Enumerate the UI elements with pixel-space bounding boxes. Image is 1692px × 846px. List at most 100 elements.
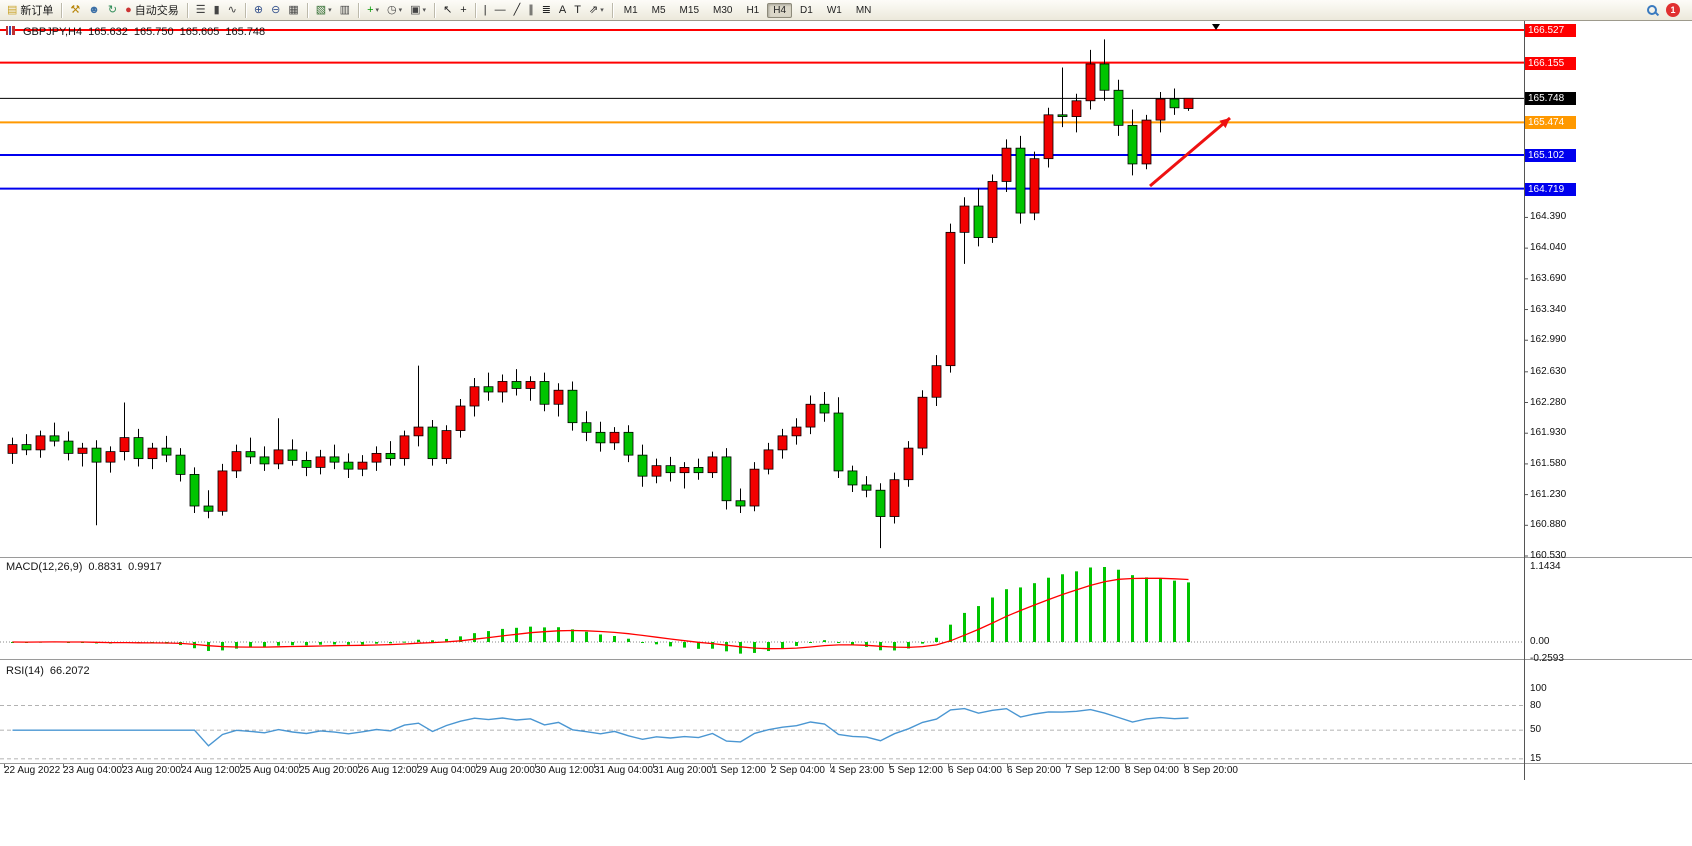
time-axis-label: 8 Sep 20:00 xyxy=(1184,765,1238,776)
toolbar-separator xyxy=(244,2,246,18)
timeframe-d1-button[interactable]: D1 xyxy=(800,4,813,16)
toolbar-separator xyxy=(611,2,613,18)
notification-badge[interactable]: 1 xyxy=(1666,3,1680,17)
crosshair-icon: + xyxy=(460,4,467,16)
rsi-value: 66.2072 xyxy=(49,665,90,677)
search-icon[interactable] xyxy=(1646,4,1659,17)
autotrading-label: 自动交易 xyxy=(134,5,179,17)
fibonacci-button[interactable]: ≣ xyxy=(539,1,554,19)
rsi-axis-label: 80 xyxy=(1530,699,1542,711)
candlestick-icon: ▮ xyxy=(213,4,220,16)
chevron-down-icon: ▾ xyxy=(375,7,380,14)
period-clock-button[interactable]: ◷ ▾ xyxy=(384,1,405,19)
price-tick-label: 163.340 xyxy=(1530,303,1567,315)
crosshair-button[interactable]: + xyxy=(457,1,469,19)
time-axis-label: 8 Sep 04:00 xyxy=(1125,765,1179,776)
zoom-out-icon: ⊖ xyxy=(271,4,281,16)
timeframe-h1-button[interactable]: H1 xyxy=(746,4,760,16)
arrange-windows-icon: ▥ xyxy=(339,4,351,16)
trendline-icon: ╱ xyxy=(513,4,521,16)
macd-main-value: 0.8831 xyxy=(88,561,123,573)
time-axis-label: 6 Sep 20:00 xyxy=(1007,765,1061,776)
ohlc-low: 165.605 xyxy=(179,26,220,38)
timeframe-m5-button[interactable]: M5 xyxy=(651,4,666,16)
bar-chart-button[interactable]: ☰ xyxy=(193,1,209,19)
add-indicator-button[interactable]: + ▾ xyxy=(364,1,382,19)
time-axis-label: 22 Aug 2022 xyxy=(4,765,61,776)
time-axis-label: 29 Aug 20:00 xyxy=(476,765,535,776)
price-tick-label: 160.880 xyxy=(1530,519,1567,531)
price-tick-label: 164.390 xyxy=(1530,211,1567,223)
chart-canvas[interactable] xyxy=(0,21,1692,846)
price-tick-label: 162.990 xyxy=(1530,334,1567,346)
channel-icon: ∥ xyxy=(528,4,534,16)
timeframe-w1-button[interactable]: W1 xyxy=(826,4,842,16)
toolbar-separator xyxy=(358,2,360,18)
macd-axis-label: -0.2593 xyxy=(1530,653,1564,664)
zoom-out-button[interactable]: ⊖ xyxy=(268,1,283,19)
axis-labels-layer: 164.390 164.040 163.690 163.340 162.990 162.6… xyxy=(0,21,1692,846)
price-levels xyxy=(0,29,1524,190)
refresh-button[interactable]: ↻ xyxy=(105,1,120,19)
template-button[interactable]: ▣ ▾ xyxy=(407,1,429,19)
timeframe-mn-button[interactable]: MN xyxy=(855,4,872,16)
time-axis-label: 23 Aug 04:00 xyxy=(63,765,122,776)
new-chart-button[interactable]: ▧ ▾ xyxy=(313,1,335,19)
timeframe-m15-button[interactable]: M15 xyxy=(679,4,699,16)
chart-shift-marker xyxy=(1212,24,1220,30)
candlestick-button[interactable]: ▮ xyxy=(211,1,223,19)
tile-windows-button[interactable]: ▦ xyxy=(285,1,301,19)
label-button[interactable]: T xyxy=(571,1,584,19)
time-axis-label: 31 Aug 04:00 xyxy=(594,765,653,776)
macd-axis-label: 1.1434 xyxy=(1530,561,1561,572)
time-axis-label: 6 Sep 04:00 xyxy=(948,765,1002,776)
price-tick-label: 161.230 xyxy=(1530,488,1567,500)
time-axis-label: 5 Sep 12:00 xyxy=(889,765,943,776)
time-axis-label: 23 Aug 20:00 xyxy=(122,765,181,776)
time-axis-label: 31 Aug 20:00 xyxy=(653,765,712,776)
timeframe-h4-button[interactable]: H4 xyxy=(767,2,793,18)
rsi-level-lines xyxy=(0,705,1524,760)
refresh-icon: ↻ xyxy=(107,4,118,16)
autotrading-button[interactable]: ● 自动交易 xyxy=(122,1,182,19)
macd-signal-value: 0.9917 xyxy=(128,561,162,573)
price-tick-label: 164.040 xyxy=(1530,242,1567,254)
hammer-button[interactable]: ⚒ xyxy=(67,1,83,19)
toolbar-separator xyxy=(186,2,188,18)
chart-header: GBPJPY,H4 165.632 165.750 165.605 165.74… xyxy=(6,26,265,38)
ohlc-high: 165.750 xyxy=(133,26,174,38)
toolbar-right-group: 1 xyxy=(1646,3,1689,17)
chevron-down-icon: ▾ xyxy=(328,7,332,14)
horizontal-line-icon: — xyxy=(494,4,506,16)
channel-button[interactable]: ∥ xyxy=(525,1,537,19)
price-level-badge: 166.527 xyxy=(1525,24,1576,37)
vertical-line-icon: | xyxy=(483,4,487,16)
shapes-button[interactable]: ⇗ ▾ xyxy=(586,1,607,19)
vertical-line-button[interactable]: | xyxy=(481,1,490,19)
time-axis-label: 7 Sep 12:00 xyxy=(1066,765,1120,776)
time-axis-label: 25 Aug 20:00 xyxy=(299,765,358,776)
rsi-header: RSI(14) 66.2072 xyxy=(6,665,90,677)
text-button[interactable]: A xyxy=(556,1,569,19)
new-order-button[interactable]: ▤ 新订单 xyxy=(4,1,56,19)
time-axis-label: 25 Aug 04:00 xyxy=(240,765,299,776)
price-tick-label: 161.930 xyxy=(1530,427,1567,439)
timeframe-m1-button[interactable]: M1 xyxy=(623,4,638,16)
arrange-windows-button[interactable]: ▥ xyxy=(337,1,353,19)
label-icon: T xyxy=(574,4,581,16)
trendline-button[interactable]: ╱ xyxy=(511,1,524,19)
time-axis-label: 24 Aug 12:00 xyxy=(181,765,240,776)
time-axis-label: 26 Aug 12:00 xyxy=(358,765,417,776)
rsi-axis-label: 100 xyxy=(1530,683,1547,695)
time-axis-label: 30 Aug 12:00 xyxy=(535,765,594,776)
rsi-line xyxy=(12,707,1189,747)
price-level-badge: 165.748 xyxy=(1525,92,1576,106)
zoom-in-button[interactable]: ⊕ xyxy=(251,1,266,19)
chevron-down-icon: ▾ xyxy=(600,7,604,14)
line-chart-button[interactable]: ∿ xyxy=(225,1,240,19)
chart-chrome xyxy=(0,21,1692,780)
horizontal-line-button[interactable]: — xyxy=(492,1,509,19)
timeframe-m30-button[interactable]: M30 xyxy=(713,4,733,16)
cursor-button[interactable]: ↖ xyxy=(440,1,455,19)
profile-button[interactable]: ☻ xyxy=(85,1,103,19)
